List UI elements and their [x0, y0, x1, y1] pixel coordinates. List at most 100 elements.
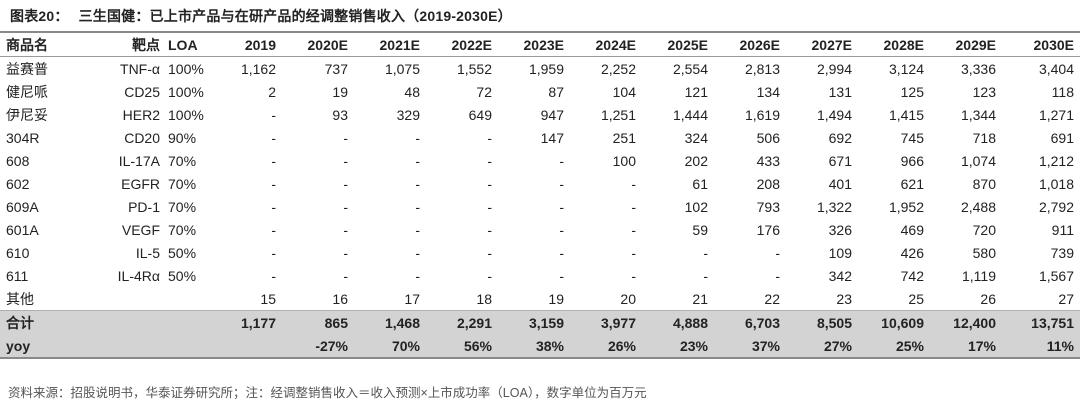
value-cell: 1,177: [208, 310, 276, 334]
value-cell: -: [631, 175, 636, 192]
loa-cell: 90%: [168, 129, 197, 146]
value-cell: 1,952: [888, 198, 924, 215]
value-cell: -: [415, 152, 420, 169]
table-row: 601A VEGF 70% - - - - - - 59 176 326 469 720 911: [0, 218, 1080, 241]
product-name-cell: 其他: [6, 290, 34, 307]
value-cell: 20: [620, 290, 636, 307]
value-cell: -: [343, 244, 348, 261]
value-cell: -: [415, 175, 420, 192]
value-cell: 1,567: [1038, 267, 1074, 284]
value-cell: 1,619: [744, 106, 780, 123]
value-cell: 23%: [636, 334, 708, 359]
yoy-row: yoy -27% 70% 56% 38% 26% 23% 37% 27% 25% 17% 11%: [0, 334, 1080, 359]
product-name-cell: 304R: [6, 129, 40, 146]
column-header: 2020E: [276, 33, 348, 57]
value-cell: 208: [756, 175, 780, 192]
value-cell: -: [415, 221, 420, 238]
table-row: 健尼哌 CD25 100% 2 19 48 72 87 104 121 134 131 125 123 11…: [0, 80, 1080, 103]
value-cell: -: [631, 221, 636, 238]
value-cell: -: [415, 244, 420, 261]
product-name-cell: 602: [6, 175, 30, 192]
value-cell: 202: [684, 152, 708, 169]
value-cell: -: [487, 129, 492, 146]
value-cell: -: [343, 175, 348, 192]
column-header: 2030E: [996, 33, 1080, 57]
target-cell: TNF-α: [120, 60, 160, 77]
table-row: 609A PD-1 70% - - - - - - 102 793 1,322 1,952 2,488 2,…: [0, 195, 1080, 218]
value-cell: 3,124: [888, 60, 924, 77]
value-cell: -: [487, 152, 492, 169]
value-cell: 2: [268, 83, 276, 100]
value-cell: 737: [324, 60, 348, 77]
value-cell: 131: [828, 83, 852, 100]
value-cell: 1,074: [960, 152, 996, 169]
value-cell: 38%: [492, 334, 564, 359]
value-cell: -: [271, 129, 276, 146]
value-cell: -: [271, 267, 276, 284]
value-cell: 25%: [852, 334, 924, 359]
value-cell: 1,552: [456, 60, 492, 77]
value-cell: 6,703: [708, 310, 780, 334]
value-cell: -: [343, 221, 348, 238]
value-cell: -: [775, 244, 780, 261]
product-name-cell: 608: [6, 152, 30, 169]
value-cell: -: [487, 267, 492, 284]
value-cell: 37%: [708, 334, 780, 359]
target-cell: VEGF: [121, 221, 160, 238]
top-rule: [0, 31, 1080, 33]
product-name-cell: 健尼哌: [6, 83, 48, 100]
value-cell: 469: [900, 221, 924, 238]
value-cell: 1,468: [348, 310, 420, 334]
value-cell: 1,075: [384, 60, 420, 77]
figure-title: 图表20： 三生国健：已上市产品与在研产品的经调整销售收入（2019-2030E）: [10, 6, 512, 26]
target-cell: EGFR: [121, 175, 160, 192]
table-row: 608 IL-17A 70% - - - - - 100 202 433 671 966 1,074 1,2…: [0, 149, 1080, 172]
value-cell: 1,444: [672, 106, 708, 123]
value-cell: 2,792: [1038, 198, 1074, 215]
value-cell: 1,494: [816, 106, 852, 123]
value-cell: 27: [1058, 290, 1074, 307]
product-name-cell: 609A: [6, 198, 39, 215]
column-header: 2026E: [708, 33, 780, 57]
table-row: 伊尼妥 HER2 100% - 93 329 649 947 1,251 1,444 1,619 1,…: [0, 103, 1080, 126]
column-header: 靶点: [78, 33, 160, 57]
value-cell: 100: [612, 152, 636, 169]
column-header: 2027E: [780, 33, 852, 57]
value-cell: 671: [828, 152, 852, 169]
value-cell: 17%: [924, 334, 996, 359]
table-row: 益赛普 TNF-α 100% 1,162 737 1,075 1,552 1,959 2,252…: [0, 57, 1080, 81]
loa-cell: 100%: [168, 106, 204, 123]
value-cell: -: [271, 175, 276, 192]
value-cell: 251: [612, 129, 636, 146]
table-header: 商品名 靶点 LOA 2019 2020E 2021E 2022E 2023E 2024E 202…: [0, 33, 1080, 57]
loa-cell: 70%: [168, 175, 197, 192]
value-cell: 27%: [780, 334, 852, 359]
product-name-cell: 601A: [6, 221, 39, 238]
value-cell: 61: [692, 175, 708, 192]
value-cell: 2,252: [600, 60, 636, 77]
value-cell: 966: [900, 152, 924, 169]
value-cell: 10,609: [852, 310, 924, 334]
value-cell: -: [343, 198, 348, 215]
value-cell: -: [271, 244, 276, 261]
table-row: 304R CD20 90% - - - - 147 251 324 506 692 745 718 691: [0, 126, 1080, 149]
value-cell: -: [559, 175, 564, 192]
value-cell: -: [271, 106, 276, 123]
value-cell: -: [631, 267, 636, 284]
value-cell: 401: [828, 175, 852, 192]
value-cell: 16: [332, 290, 348, 307]
value-cell: 324: [684, 129, 708, 146]
table-row: 611 IL-4Rα 50% - - - - - - - - 342 742 1,119 1,567: [0, 264, 1080, 287]
column-header: 2029E: [924, 33, 996, 57]
value-cell: 134: [756, 83, 780, 100]
value-cell: 739: [1050, 244, 1074, 261]
loa-cell: [160, 287, 208, 311]
column-header: 2023E: [492, 33, 564, 57]
value-cell: 13,751: [996, 310, 1080, 334]
value-cell: 720: [972, 221, 996, 238]
value-cell: 1,018: [1038, 175, 1074, 192]
loa-cell: [160, 334, 208, 359]
value-cell: 19: [332, 83, 348, 100]
value-cell: 649: [468, 106, 492, 123]
column-header: LOA: [160, 33, 208, 57]
